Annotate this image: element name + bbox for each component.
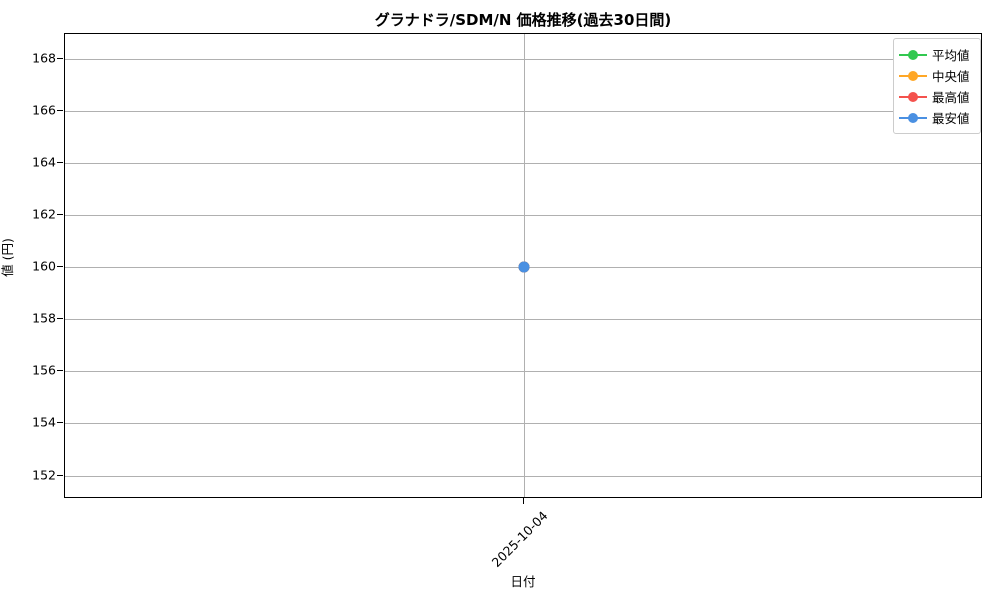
x-axis-label: 日付 xyxy=(510,574,536,589)
legend-marker-median-icon xyxy=(899,70,927,82)
legend-label-low: 最安値 xyxy=(932,111,970,126)
data-point-low[interactable] xyxy=(518,261,530,273)
y-tick-label: 152 xyxy=(32,467,56,483)
x-axis-tick-marks xyxy=(0,498,1000,506)
y-tick-label: 168 xyxy=(32,50,56,66)
gridline-horizontal xyxy=(65,371,981,372)
plot-area xyxy=(64,33,982,498)
y-tick-label: 156 xyxy=(32,362,56,378)
x-axis-tick-labels: 2025-10-04 xyxy=(0,506,1000,570)
legend-label-mean: 平均値 xyxy=(932,48,970,63)
gridline-horizontal xyxy=(65,319,981,320)
gridline-horizontal xyxy=(65,163,981,164)
legend-marker-high-icon xyxy=(899,91,927,103)
legend-item-low[interactable]: 最安値 xyxy=(899,107,974,128)
y-tick-mark xyxy=(57,422,63,424)
y-tick-mark xyxy=(57,370,63,372)
y-tick-label: 154 xyxy=(32,414,56,430)
legend-item-mean[interactable]: 平均値 xyxy=(899,44,974,65)
legend-item-median[interactable]: 中央値 xyxy=(899,65,974,86)
gridline-horizontal xyxy=(65,215,981,216)
y-tick-label: 164 xyxy=(32,154,56,170)
y-tick-label: 160 xyxy=(32,258,56,274)
legend-label-high: 最高値 xyxy=(932,90,970,105)
x-tick-mark xyxy=(523,498,525,504)
x-tick-label: 2025-10-04 xyxy=(488,508,551,570)
y-tick-label: 158 xyxy=(32,310,56,326)
y-tick-mark xyxy=(57,266,63,268)
y-tick-mark xyxy=(57,110,63,112)
y-tick-mark xyxy=(57,318,63,320)
y-axis-tick-labels: 168 166 164 162 160 158 156 154 152 xyxy=(0,33,56,498)
y-axis-tick-marks xyxy=(0,33,64,498)
gridline-horizontal xyxy=(65,59,981,60)
legend-marker-mean-icon xyxy=(899,49,927,61)
y-tick-label: 166 xyxy=(32,102,56,118)
chart-title: グラナドラ/SDM/N 価格推移(過去30日間) xyxy=(374,11,672,29)
y-tick-mark xyxy=(57,214,63,216)
gridline-horizontal xyxy=(65,476,981,477)
y-tick-mark xyxy=(57,475,63,477)
legend-label-median: 中央値 xyxy=(932,69,970,84)
y-axis-label: 値 (円) xyxy=(0,238,15,277)
y-tick-mark xyxy=(57,162,63,164)
chart-legend: 平均値 中央値 最高値 最安値 xyxy=(893,38,981,134)
y-tick-mark xyxy=(57,58,63,60)
y-tick-label: 162 xyxy=(32,206,56,222)
gridline-horizontal xyxy=(65,423,981,424)
gridline-horizontal xyxy=(65,111,981,112)
legend-marker-low-icon xyxy=(899,112,927,124)
legend-item-high[interactable]: 最高値 xyxy=(899,86,974,107)
